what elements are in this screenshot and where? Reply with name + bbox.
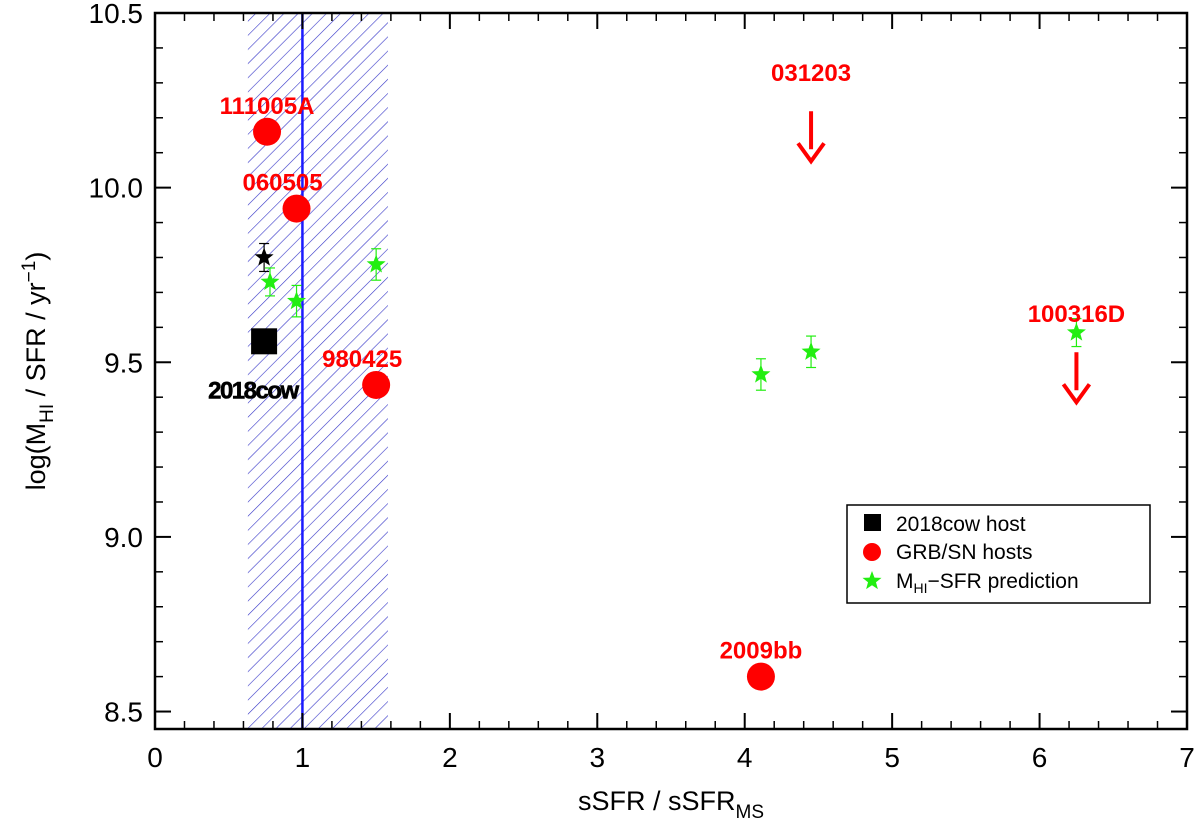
- prediction-star: [801, 341, 821, 360]
- grb-host-label: 980425: [322, 346, 402, 373]
- x-tick-label: 1: [295, 742, 311, 773]
- x-tick-label: 0: [147, 742, 163, 773]
- legend-label-prediction: MHI−SFR prediction: [896, 570, 1079, 596]
- cow-host-marker: [251, 328, 278, 355]
- legend-circle-marker: [863, 543, 881, 561]
- legend-label-cow: 2018cow host: [896, 513, 1026, 536]
- prediction-star: [751, 364, 771, 383]
- legend-square-marker: [864, 514, 881, 531]
- grb-host-marker: [746, 662, 775, 691]
- grb-host-marker: [282, 194, 311, 223]
- upper-limit-label: 100316D: [1028, 301, 1125, 328]
- x-tick-label: 3: [589, 742, 605, 773]
- upper-limit-arrowhead: [1061, 383, 1092, 406]
- y-tick-label: 10.5: [89, 0, 144, 29]
- cow-host-label: 2018cow: [208, 377, 299, 404]
- grb-host-label: 060505: [242, 170, 322, 197]
- upper-limit-label: 031203: [771, 60, 851, 87]
- prediction-star: [366, 254, 386, 273]
- grb-host-label: 2009bb: [720, 638, 803, 665]
- legend: 2018cow host GRB/SN hosts MHI−SFR predic…: [846, 504, 1151, 604]
- y-tick-label: 10.0: [89, 173, 144, 204]
- y-axis-label: log(MHI / SFR / yr−1): [19, 252, 58, 491]
- x-tick-label: 4: [737, 742, 753, 773]
- y-tick-label: 9.0: [104, 522, 143, 553]
- legend-label-grb: GRB/SN hosts: [896, 541, 1033, 564]
- x-axis-label: sSFR / sSFRMS: [578, 786, 764, 823]
- prediction-star: [287, 291, 307, 310]
- prediction-star: [260, 271, 280, 291]
- x-tick-label: 6: [1032, 742, 1048, 773]
- grb-host-marker: [253, 117, 282, 146]
- legend-star-marker: [862, 571, 882, 590]
- grb-host-label: 111005A: [220, 93, 315, 120]
- cow-prediction-star: [254, 247, 274, 266]
- upper-limit-arrowhead: [796, 142, 826, 165]
- x-tick-label: 5: [884, 742, 900, 773]
- y-tick-label: 9.5: [104, 347, 143, 378]
- plot-frame: [153, 11, 1189, 731]
- grb-host-marker: [362, 370, 391, 399]
- prediction-star: [1066, 322, 1086, 341]
- x-tick-label: 7: [1179, 742, 1195, 773]
- x-tick-label: 2: [442, 742, 458, 773]
- y-tick-label: 8.5: [104, 697, 143, 728]
